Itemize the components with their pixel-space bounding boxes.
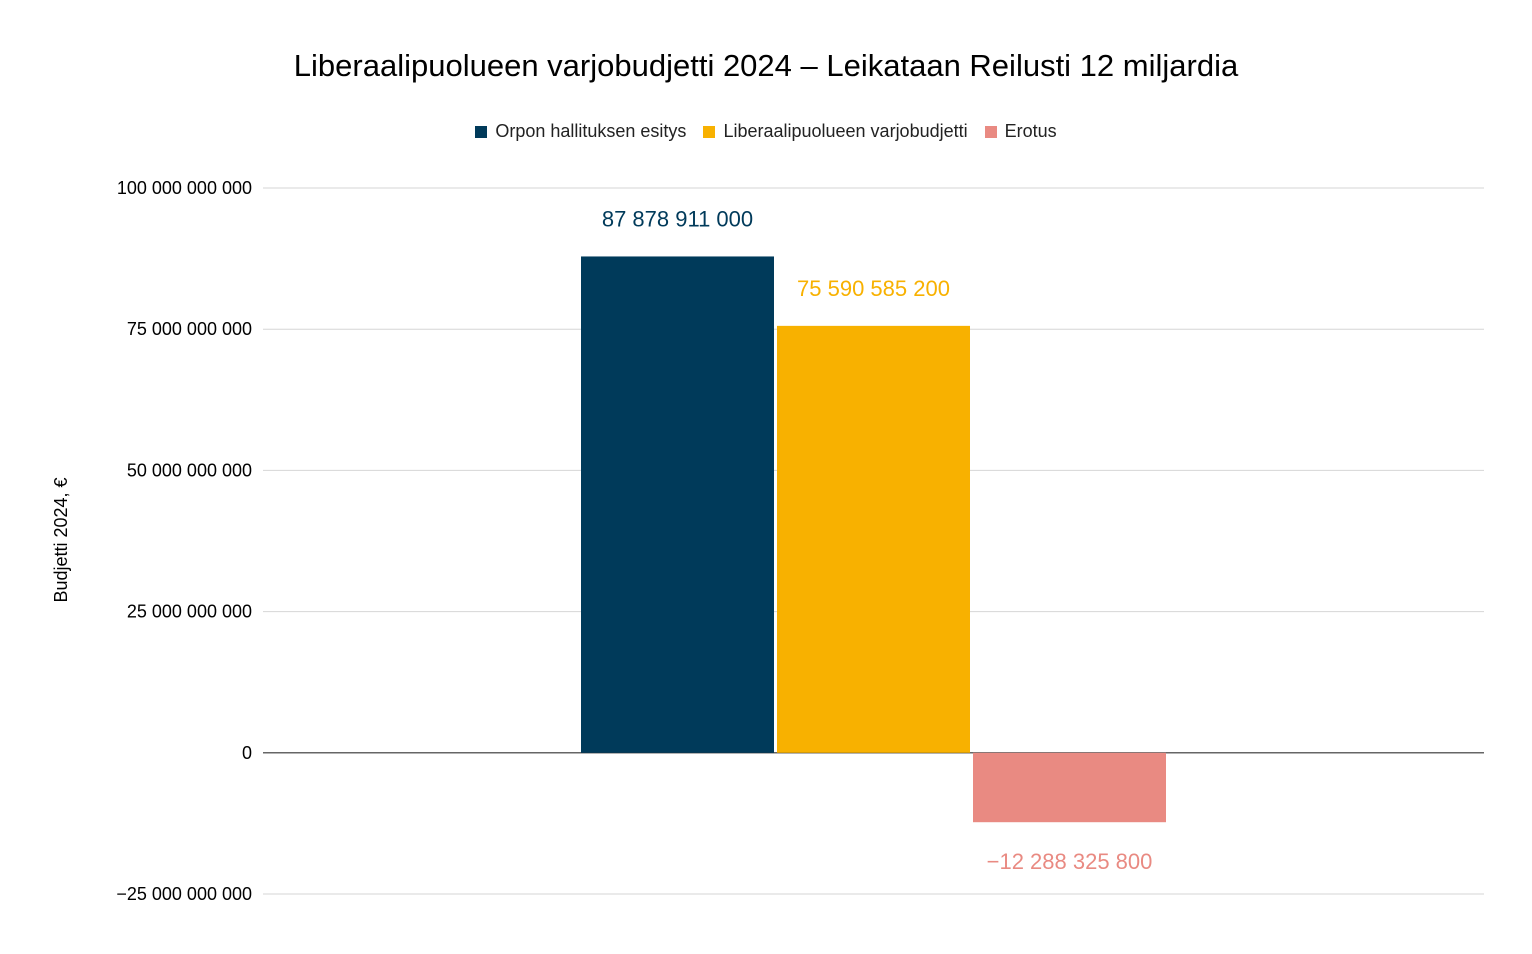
legend-label: Orpon hallituksen esitys xyxy=(495,121,687,141)
y-tick-label: 25 000 000 000 xyxy=(127,602,252,622)
legend-swatch xyxy=(984,125,997,138)
data-label-1: 75 590 585 200 xyxy=(797,276,950,301)
data-label-2: −12 288 325 800 xyxy=(987,849,1153,874)
y-axis-title: Budjetti 2024, € xyxy=(51,477,71,602)
chart-title: Liberaalipuolueen varjobudjetti 2024 – L… xyxy=(293,48,1239,83)
legend-swatch xyxy=(475,125,488,138)
legend-item-liberaali[interactable]: Liberaalipuolueen varjobudjetti xyxy=(703,121,968,142)
data-label-0: 87 878 911 000 xyxy=(602,206,753,231)
legend-swatch xyxy=(703,125,716,138)
y-tick-label: 50 000 000 000 xyxy=(127,460,252,480)
bar-1[interactable] xyxy=(777,325,970,753)
y-tick-label: 0 xyxy=(242,743,252,763)
legend-label: Liberaalipuolueen varjobudjetti xyxy=(723,121,968,141)
y-tick-label: 100 000 000 000 xyxy=(117,178,252,198)
y-tick-labels: 100 000 000 000 75 000 000 000 50 000 000 … xyxy=(116,178,252,904)
legend-item-orpo[interactable]: Orpon hallituksen esitys xyxy=(475,121,686,142)
bar-2[interactable] xyxy=(973,752,1166,823)
data-labels: 87 878 911 000 75 590 585 200 −12 288 325 … xyxy=(602,206,1153,874)
bars xyxy=(581,256,1166,823)
legend-item-erotus[interactable]: Erotus xyxy=(984,121,1057,142)
legend: Orpon hallituksen esitys Liberaalipuolue… xyxy=(0,121,1532,142)
y-tick-label: 75 000 000 000 xyxy=(127,319,252,339)
legend-label: Erotus xyxy=(1004,121,1057,141)
bar-0[interactable] xyxy=(581,256,774,753)
y-tick-label: −25 000 000 000 xyxy=(116,884,252,904)
